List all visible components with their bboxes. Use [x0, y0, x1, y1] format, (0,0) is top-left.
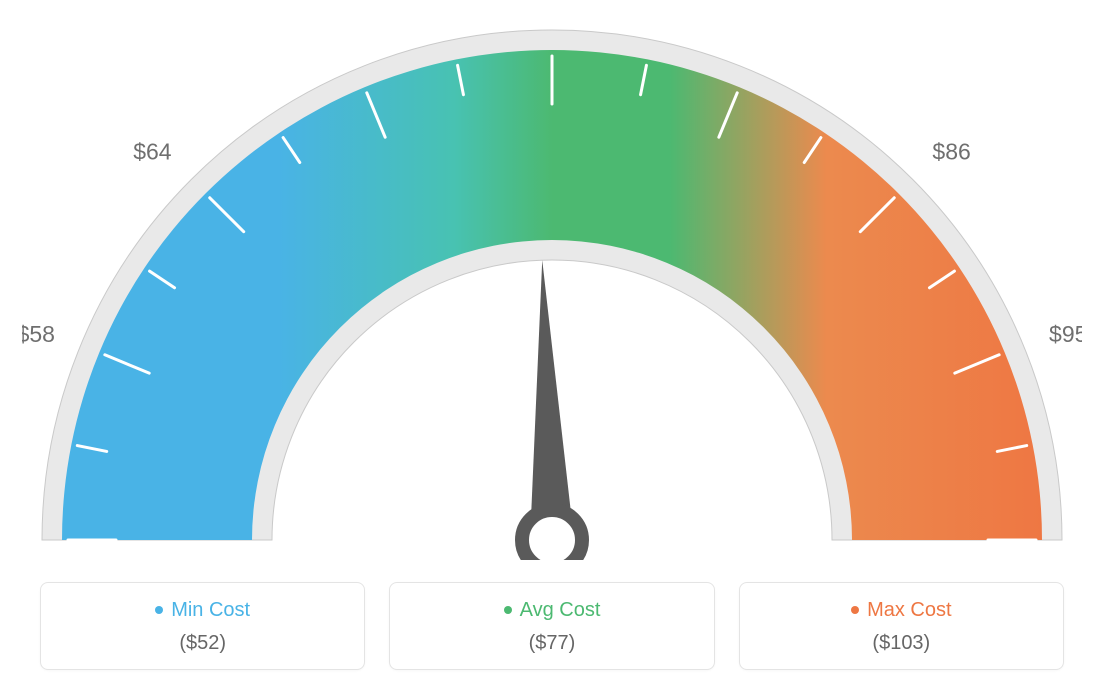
gauge-chart-stage: $52$58$64$77$86$95$103 Min Cost ($52) Av… [0, 0, 1104, 690]
dot-icon [155, 606, 163, 614]
gauge-svg: $52$58$64$77$86$95$103 [22, 0, 1082, 560]
gauge-container: $52$58$64$77$86$95$103 [22, 0, 1082, 560]
svg-text:$77: $77 [533, 0, 571, 3]
dot-icon [504, 606, 512, 614]
legend-min-card: Min Cost ($52) [40, 582, 365, 670]
svg-text:$58: $58 [22, 321, 55, 347]
legend-max-title: Max Cost [750, 599, 1053, 622]
dot-icon [851, 606, 859, 614]
legend-max-label: Max Cost [867, 599, 951, 621]
legend-avg-label: Avg Cost [520, 599, 601, 621]
legend-row: Min Cost ($52) Avg Cost ($77) Max Cost (… [0, 582, 1104, 670]
svg-text:$86: $86 [932, 139, 970, 165]
legend-min-label: Min Cost [171, 599, 250, 621]
legend-max-value: ($103) [750, 632, 1053, 655]
svg-text:$64: $64 [133, 139, 172, 165]
legend-max-card: Max Cost ($103) [739, 582, 1064, 670]
legend-avg-title: Avg Cost [400, 599, 703, 622]
legend-min-value: ($52) [51, 632, 354, 655]
legend-min-title: Min Cost [51, 599, 354, 622]
legend-avg-value: ($77) [400, 632, 703, 655]
legend-avg-card: Avg Cost ($77) [389, 582, 714, 670]
svg-text:$95: $95 [1049, 321, 1082, 347]
